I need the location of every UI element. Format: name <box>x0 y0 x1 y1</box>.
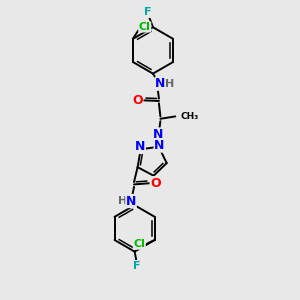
Text: Cl: Cl <box>139 22 151 32</box>
Text: H: H <box>165 79 175 89</box>
Text: H: H <box>118 196 128 206</box>
Text: N: N <box>153 128 164 141</box>
Text: CH₃: CH₃ <box>180 112 198 121</box>
Text: N: N <box>154 139 164 152</box>
Text: N: N <box>135 140 145 153</box>
Text: O: O <box>150 177 161 190</box>
Text: F: F <box>144 8 152 17</box>
Text: Cl: Cl <box>133 239 145 249</box>
Text: N: N <box>155 77 166 90</box>
Text: F: F <box>133 261 140 271</box>
Text: N: N <box>126 195 136 208</box>
Text: O: O <box>132 94 143 107</box>
